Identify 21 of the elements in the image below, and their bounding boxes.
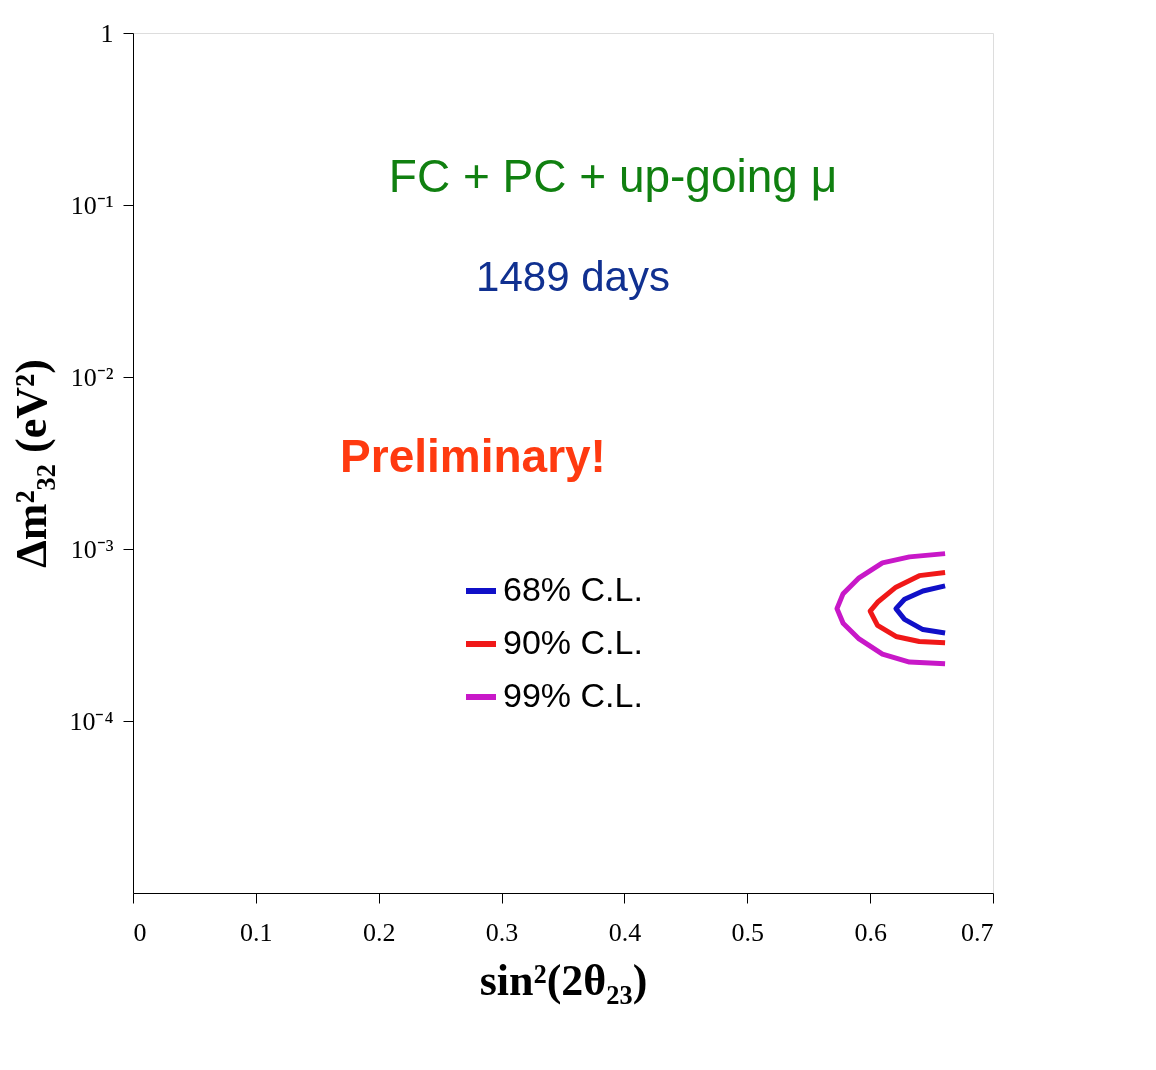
legend-label: 90% C.L. — [503, 623, 643, 661]
x-axis-title: sin²(2θ₂₃) — [479, 955, 648, 1005]
x-tick-label: 0.3 — [485, 917, 519, 947]
x-tick-label: 0.6 — [854, 917, 887, 947]
legend-label: 68% C.L. — [503, 570, 643, 608]
x-tick-label: 0.7 — [961, 917, 994, 947]
x-tick-label: 0.1 — [240, 917, 273, 947]
y-tick-label: 10⁻⁴ — [69, 706, 114, 736]
y-tick-label: 10⁻³ — [70, 534, 114, 564]
annotation: FC + PC + up-going μ — [388, 150, 838, 202]
y-tick-label: 10⁻¹ — [70, 190, 114, 220]
x-tick-label: 0 — [133, 917, 147, 947]
x-tick-label: 0.2 — [362, 917, 396, 947]
y-tick-label: 1 — [100, 18, 114, 48]
annotation: Preliminary! — [340, 430, 606, 482]
y-axis-title: Δm²₃₂ (eV²) — [7, 359, 57, 568]
x-tick-label: 0.4 — [608, 917, 642, 947]
x-tick-label: 0.5 — [731, 917, 765, 947]
y-tick-label: 10⁻² — [70, 362, 114, 392]
legend-label: 99% C.L. — [503, 676, 643, 714]
annotation: 1489 days — [476, 253, 670, 300]
